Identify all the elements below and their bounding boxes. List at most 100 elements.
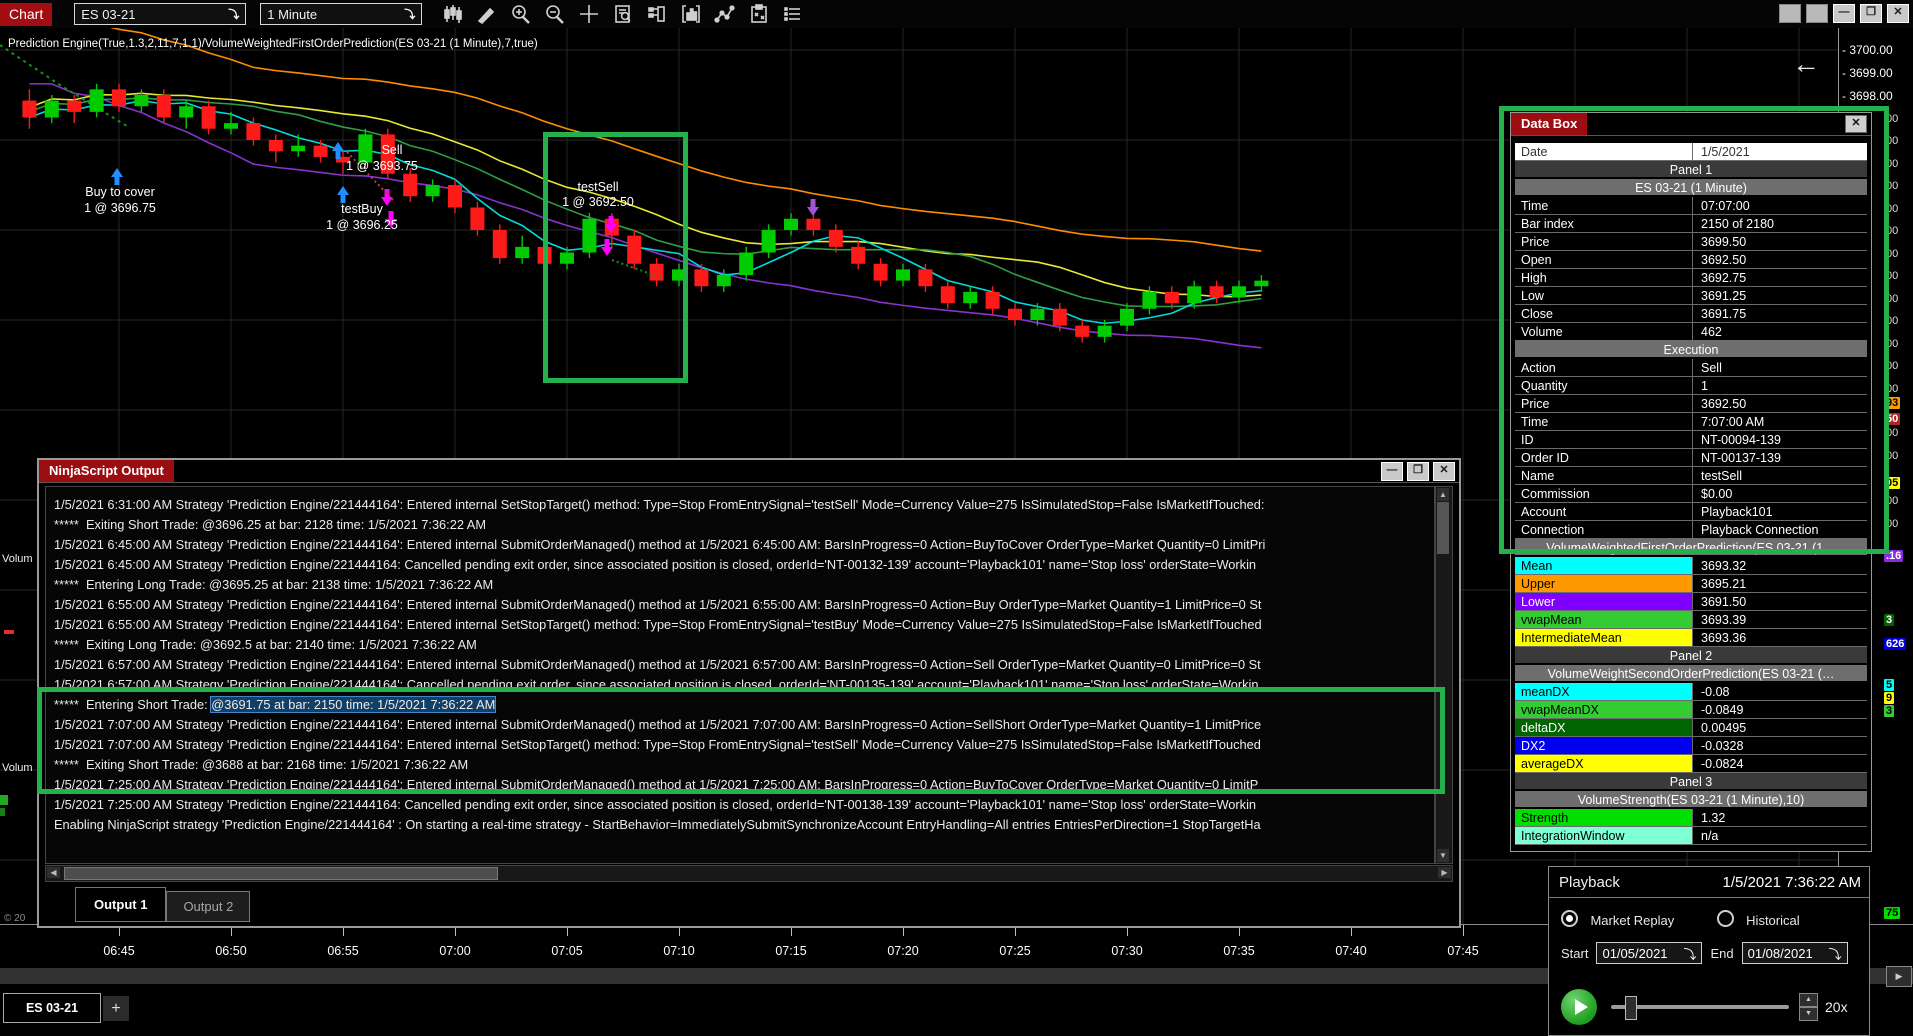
add-tab-button[interactable]: + [103,996,129,1021]
log-line[interactable]: 1/5/2021 6:55:00 AM Strategy 'Prediction… [54,617,1262,632]
databox-titlebar[interactable]: Data Box ✕ [1511,113,1871,136]
indicator-price-marker: 50 [1884,413,1901,425]
interval-dropdown[interactable]: 1 Minute ⤵ [260,3,423,25]
strategies-icon[interactable] [712,3,738,25]
scroll-left-icon[interactable]: ◀ [47,867,60,878]
panels-icon[interactable] [644,3,670,25]
scroll-down-icon[interactable]: ▼ [1437,849,1449,862]
tab-output-1[interactable]: Output 1 [75,887,167,922]
data-box-window: Data Box ✕ Date 1/5/2021 Panel 1 ES 03-21 (… [1510,112,1872,852]
close-icon[interactable]: ✕ [1887,4,1909,23]
scrollbar-thumb[interactable] [1437,502,1449,554]
databox-row: Lower 3691.50 [1515,593,1867,611]
list-icon[interactable] [780,3,806,25]
output-log[interactable]: 1/5/2021 6:31:00 AM Strategy 'Prediction… [45,486,1435,864]
market-replay-label: Market Replay [1590,913,1675,928]
scroll-up-icon[interactable]: ▲ [1437,488,1449,501]
databox-row: Account Playback101 [1515,503,1867,521]
left-red-tick [4,630,14,634]
log-line[interactable]: 1/5/2021 7:25:00 AM Strategy 'Prediction… [54,777,1259,792]
time-label: 07:10 [663,944,695,958]
play-icon [1574,999,1588,1015]
svg-text:1 @ 3696.25: 1 @ 3696.25 [326,218,398,232]
indicator-price-marker: 3 [1884,614,1895,626]
window-button-blank[interactable] [1806,4,1828,23]
speed-slider[interactable] [1611,996,1789,1020]
price-axis-label-fragment: 00 [1886,338,1899,350]
databox-row: Quantity 1 [1515,377,1867,395]
speed-up-icon[interactable]: ▲ [1799,993,1818,1007]
price-axis-label-fragment: 00 [1886,225,1899,237]
log-line[interactable]: 1/5/2021 6:45:00 AM Strategy 'Prediction… [54,557,1257,572]
indicators-icon[interactable] [678,3,704,25]
price-axis-label-fragment: 00 [1886,427,1899,439]
window-controls: ― ❐ ✕ [1779,4,1909,23]
scrollbar-thumb[interactable] [64,867,498,880]
play-button[interactable] [1561,989,1597,1025]
restore-icon[interactable]: ❐ [1860,4,1882,23]
time-tick [903,925,904,936]
report-icon[interactable] [610,3,636,25]
log-line[interactable]: 1/5/2021 7:07:00 AM Strategy 'Prediction… [54,737,1261,752]
zoom-in-icon[interactable] [508,3,534,25]
price-axis-label: - 3699.00 [1842,66,1893,80]
databox-row: IntermediateMean 3693.36 [1515,629,1867,647]
minimize-icon[interactable]: ― [1833,4,1855,23]
close-icon[interactable]: ✕ [1433,461,1455,481]
vertical-scrollbar[interactable]: ▲ ▼ [1435,486,1453,864]
price-axis-label-fragment: 00 [1886,158,1899,170]
log-line[interactable]: Enabling NinjaScript strategy 'Predictio… [54,817,1261,832]
slider-thumb[interactable] [1625,996,1637,1020]
end-date-dropdown[interactable]: 01/08/2021 ⤵ [1741,942,1848,964]
indicator-price-marker: 3 [1884,705,1895,717]
log-line[interactable]: ***** Exiting Short Trade: @3696.25 at b… [54,517,487,532]
databox-row: Panel 3 [1515,773,1867,791]
speed-down-icon[interactable]: ▼ [1799,1007,1818,1021]
databox-row: Commission $0.00 [1515,485,1867,503]
chart-style-icon[interactable] [440,3,466,25]
restore-icon[interactable]: ❐ [1407,461,1429,481]
price-axis-label-fragment: 00 [1886,135,1899,147]
instrument-dropdown[interactable]: ES 03-21 ⤵ [74,3,247,25]
log-line[interactable]: 1/5/2021 6:55:00 AM Strategy 'Prediction… [54,597,1262,612]
databox-row: Time 07:07:00 [1515,197,1867,215]
log-line[interactable]: ***** Exiting Short Trade: @3688 at bar:… [54,757,469,772]
zoom-out-icon[interactable] [542,3,568,25]
price-axis-label-fragment: 00 [1886,113,1899,125]
time-label: 07:25 [999,944,1031,958]
analyzer-icon[interactable] [746,3,772,25]
log-line[interactable]: 1/5/2021 7:07:00 AM Strategy 'Prediction… [54,717,1262,732]
left-green-bar [0,795,8,805]
log-line[interactable]: ***** Exiting Long Trade: @3692.5 at bar… [54,637,477,652]
log-line[interactable]: 1/5/2021 6:31:00 AM Strategy 'Prediction… [54,497,1265,512]
minimize-icon[interactable]: — [1381,461,1403,481]
log-line[interactable]: 1/5/2021 6:57:00 AM Strategy 'Prediction… [54,657,1261,672]
scroll-right-icon[interactable]: ▶ [1438,867,1451,878]
tab-output-2[interactable]: Output 2 [166,891,251,922]
log-line[interactable]: ***** Entering Long Trade: @3695.25 at b… [54,577,494,592]
start-date-dropdown[interactable]: 01/05/2021 ⤵ [1596,942,1703,964]
chart-scroll-right-icon[interactable]: ▶ [1886,966,1912,987]
historical-radio[interactable] [1716,910,1734,927]
chevron-down-icon: ⤵ [1828,946,1842,962]
databox-row: Connection Playback Connection [1515,521,1867,539]
copyright-fragment: © 20 [4,913,26,924]
databox-table: Date 1/5/2021 Panel 1 ES 03-21 (1 Minute) Ti… [1515,143,1867,845]
close-icon[interactable]: ✕ [1845,115,1867,133]
window-button-blank[interactable] [1779,4,1801,23]
crosshair-icon[interactable] [576,3,602,25]
output-titlebar[interactable]: NinjaScript Output — ❐ ✕ [39,460,1459,483]
log-line[interactable]: ***** Entering Short Trade: @3691.75 at … [54,696,497,713]
tab-es-03-21[interactable]: ES 03-21 [3,993,101,1023]
log-line[interactable]: 1/5/2021 6:57:00 AM Strategy 'Prediction… [54,677,1259,692]
back-arrow-icon[interactable]: ← [1792,48,1820,79]
price-axis-label-fragment: 00 [1886,383,1899,395]
databox-row: Bar index 2150 of 2180 [1515,215,1867,233]
playback-datetime: 1/5/2021 7:36:22 AM [1722,873,1861,891]
market-replay-radio[interactable] [1561,910,1578,927]
left-green-bar [0,808,5,816]
horizontal-scrollbar[interactable]: ◀ ▶ [45,865,1453,882]
draw-icon[interactable] [474,3,500,25]
log-line[interactable]: 1/5/2021 6:45:00 AM Strategy 'Prediction… [54,537,1266,552]
log-line[interactable]: 1/5/2021 7:25:00 AM Strategy 'Prediction… [54,797,1257,812]
